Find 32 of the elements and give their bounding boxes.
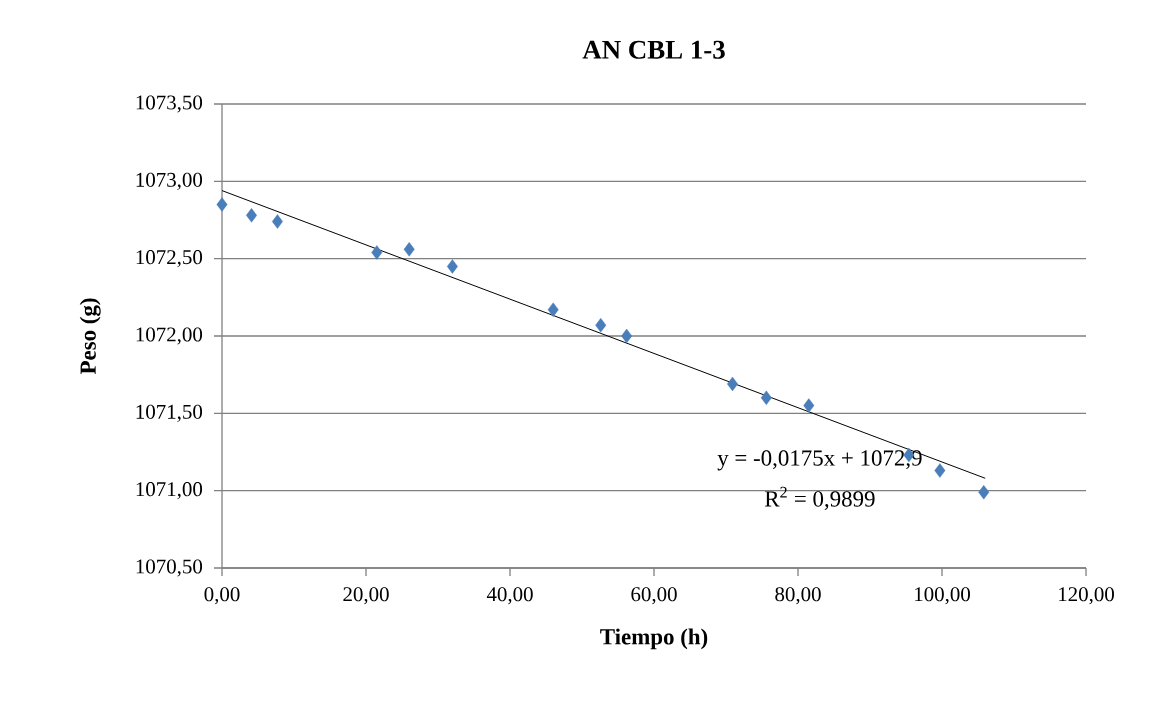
y-tick-label: 1073,50 bbox=[136, 95, 203, 113]
y-tick-label: 1070,50 bbox=[136, 559, 203, 577]
point bbox=[547, 302, 559, 317]
point bbox=[246, 208, 257, 223]
x-tick-label: 20,00 bbox=[343, 587, 389, 605]
x-tick-label: 120,00 bbox=[1059, 587, 1114, 605]
point bbox=[403, 242, 415, 257]
y-tick-label: 1072,50 bbox=[136, 250, 203, 268]
annotation: y = -0,0175x + 1072,9 bbox=[717, 450, 922, 471]
y-axis-title: Peso (g) bbox=[79, 298, 101, 375]
x-tick-label: 60,00 bbox=[631, 587, 677, 605]
y-tick-label: 1071,50 bbox=[136, 404, 203, 422]
point bbox=[978, 485, 990, 500]
point bbox=[216, 197, 228, 212]
point bbox=[803, 398, 815, 413]
x-tick-label: 0,00 bbox=[204, 587, 240, 605]
point bbox=[595, 317, 607, 333]
point bbox=[272, 214, 283, 229]
x-axis-title: Tiempo (h) bbox=[600, 628, 708, 650]
chart-title: AN CBL 1-3 bbox=[582, 40, 725, 59]
y-tick-label: 1072,00 bbox=[136, 327, 203, 345]
x-tick-label: 40,00 bbox=[486, 587, 533, 605]
y-tick-label: 1071,00 bbox=[136, 482, 203, 500]
point bbox=[934, 463, 946, 478]
x-tick-label: 80,00 bbox=[775, 587, 821, 605]
y-tick-label: 1073,00 bbox=[136, 172, 203, 190]
point bbox=[621, 328, 633, 344]
x-tick-label: 100,00 bbox=[915, 587, 970, 605]
annotation: R$^{2}$ = 0,9899 bbox=[764, 486, 875, 510]
point bbox=[446, 259, 458, 274]
point bbox=[371, 245, 383, 260]
point bbox=[760, 390, 772, 406]
